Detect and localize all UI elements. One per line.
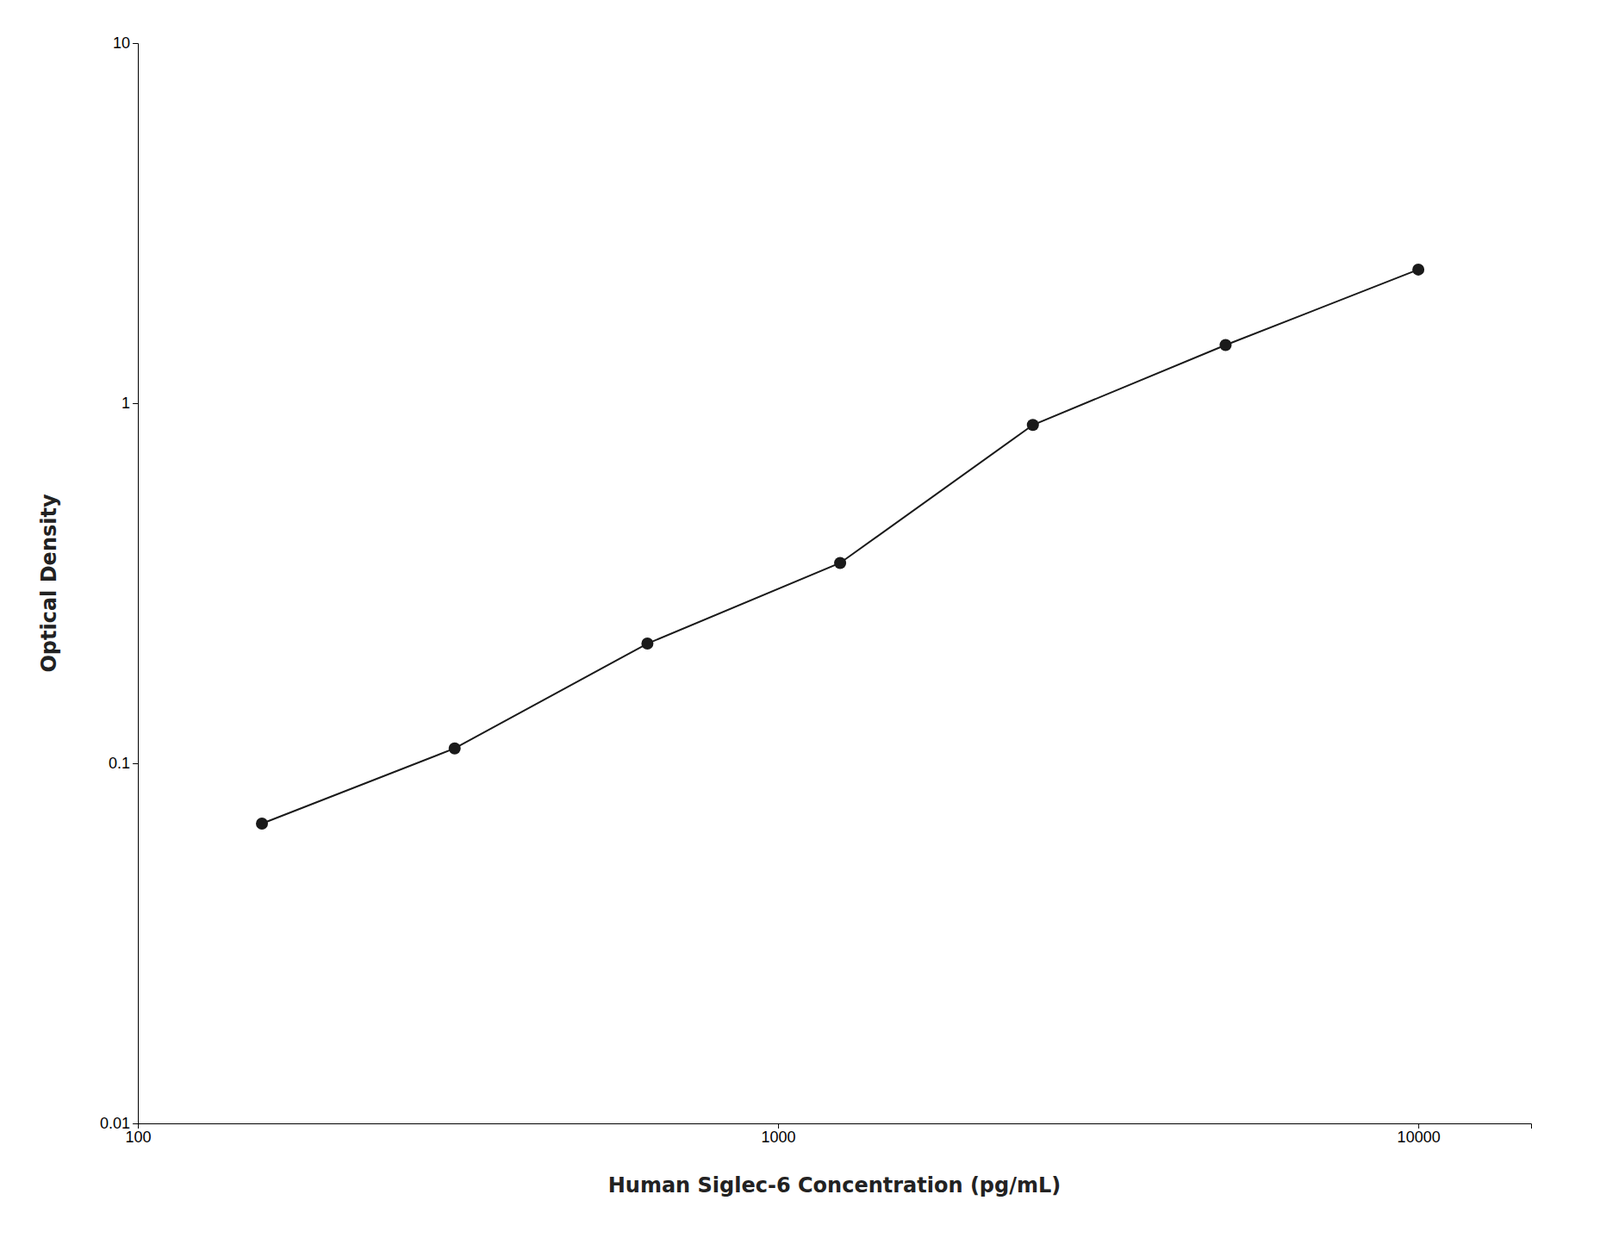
x-axis-title: Human Siglec-6 Concentration (pg/mL) [608, 1173, 1062, 1198]
y-tick-mark [132, 763, 138, 765]
plot-area: 1001000100000.010.1110Human Siglec-6 Con… [37, 34, 1532, 1198]
y-tick: 0.1 [108, 754, 138, 772]
marker [255, 817, 268, 830]
y-axis-line [132, 43, 139, 1125]
y-tick-label: 10 [112, 34, 131, 52]
y-axis: 0.01 0.1 1 10 [99, 34, 139, 1133]
line [261, 269, 1419, 824]
y-tick-label: 0.1 [108, 754, 131, 772]
y-tick-mark [132, 1123, 138, 1125]
y-tick-mark [132, 43, 138, 44]
x-tick-label: 10000 [1397, 1128, 1441, 1146]
y-tick-label: 1 [121, 394, 131, 412]
x-tick: 10000 [1397, 1123, 1441, 1146]
y-tick: 0.01 [99, 1114, 138, 1133]
marker [1027, 418, 1040, 431]
marker [1219, 339, 1232, 352]
y-tick: 1 [121, 394, 138, 412]
series [255, 263, 1425, 830]
marker [834, 556, 847, 569]
marker [1412, 263, 1425, 276]
y-tick-label: 0.01 [99, 1114, 131, 1133]
chart: 1001000100000.010.1110Human Siglec-6 Con… [0, 0, 1600, 1244]
marker [448, 742, 461, 755]
x-tick-label: 1000 [761, 1128, 797, 1146]
x-axis-line [138, 1124, 1532, 1130]
x-tick: 1000 [761, 1123, 797, 1146]
x-axis: 100100010000 [124, 1123, 1532, 1146]
y-axis-title: Optical Density [37, 493, 62, 673]
y-tick-mark [132, 403, 138, 405]
y-tick: 10 [112, 34, 138, 52]
marker [641, 637, 654, 650]
